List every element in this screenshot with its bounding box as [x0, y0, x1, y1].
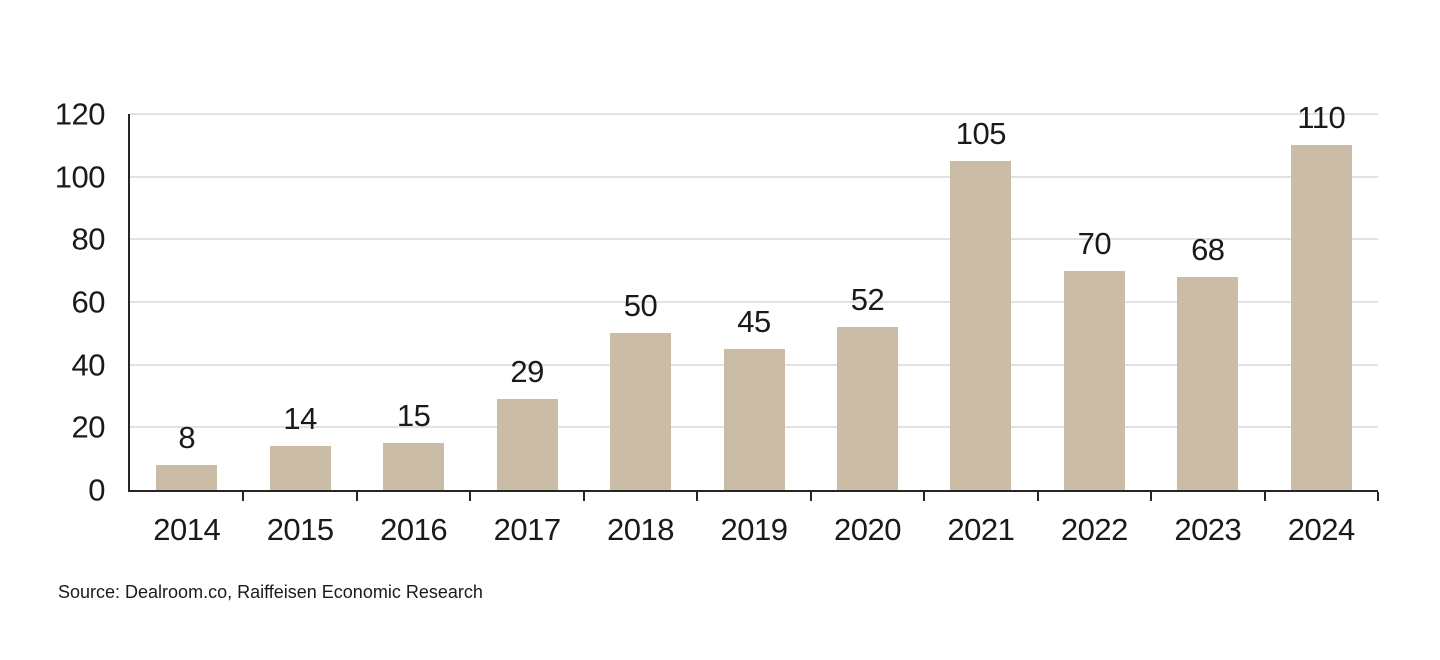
bar-2019 — [723, 349, 785, 490]
x-axis-label-2023: 2023 — [1174, 512, 1242, 547]
bar-value-label-2016: 15 — [396, 398, 431, 433]
x-axis-line — [128, 490, 1378, 492]
bar-2022 — [1063, 270, 1125, 490]
bar-2020 — [836, 327, 898, 490]
bar-value-label-2024: 110 — [1297, 100, 1346, 136]
y-axis-label-80: 80 — [71, 221, 106, 257]
bar-value-label-2023: 68 — [1191, 231, 1225, 267]
x-axis-label-2021: 2021 — [947, 512, 1015, 547]
bar-value-label-2018: 50 — [623, 288, 658, 324]
gridline-y-80 — [130, 238, 1378, 241]
bar-2014 — [156, 464, 218, 490]
bar-2015 — [269, 446, 331, 490]
x-axis-label-2018: 2018 — [607, 512, 675, 547]
y-axis-label-0: 0 — [88, 472, 105, 508]
bar-value-label-2015: 14 — [283, 401, 317, 437]
x-axis-tick — [1036, 492, 1039, 501]
bar-2024 — [1290, 145, 1352, 490]
bar-value-label-2022: 70 — [1077, 225, 1112, 261]
y-axis-label-60: 60 — [71, 284, 106, 320]
bar-value-label-2021: 105 — [955, 116, 1007, 151]
x-axis-tick — [696, 492, 699, 501]
source-note: Source: Dealroom.co, Raiffeisen Economic… — [58, 582, 483, 602]
bar-value-label-2020: 52 — [850, 282, 885, 318]
y-axis-label-120: 120 — [54, 96, 106, 132]
x-axis-label-2024: 2024 — [1287, 512, 1355, 547]
y-axis-line — [128, 114, 130, 492]
y-axis-label-100: 100 — [54, 159, 106, 195]
gridline-y-100 — [130, 175, 1378, 178]
x-axis-label-2020: 2020 — [833, 512, 901, 547]
gridline-y-120 — [130, 113, 1378, 115]
x-axis-label-2016: 2016 — [380, 512, 448, 547]
x-axis-label-2014: 2014 — [153, 512, 221, 547]
y-axis-label-40: 40 — [71, 347, 106, 383]
y-axis-label-20: 20 — [71, 409, 106, 445]
x-axis-tick — [923, 492, 926, 501]
x-axis-label-2017: 2017 — [493, 512, 561, 547]
x-axis-tick — [355, 492, 358, 501]
x-axis-tick — [242, 492, 245, 501]
x-axis-tick — [469, 492, 472, 501]
bar-2021 — [950, 161, 1012, 490]
bar-2018 — [610, 333, 672, 490]
x-axis-tick — [1377, 492, 1379, 501]
bar-2016 — [383, 443, 445, 490]
x-axis-label-2015: 2015 — [266, 512, 334, 547]
x-axis-label-2019: 2019 — [720, 512, 788, 547]
x-axis-tick — [1263, 492, 1266, 501]
x-axis-tick — [809, 492, 812, 501]
bar-2017 — [496, 399, 558, 490]
bar-value-label-2019: 45 — [737, 304, 771, 339]
x-axis-label-2022: 2022 — [1060, 512, 1128, 547]
bar-value-label-2014: 8 — [178, 419, 196, 455]
bar-2023 — [1177, 276, 1239, 490]
gridline-y-60 — [130, 301, 1378, 303]
x-axis-tick — [582, 492, 585, 501]
bar-value-label-2017: 29 — [510, 354, 544, 390]
x-axis-tick — [1150, 492, 1153, 501]
